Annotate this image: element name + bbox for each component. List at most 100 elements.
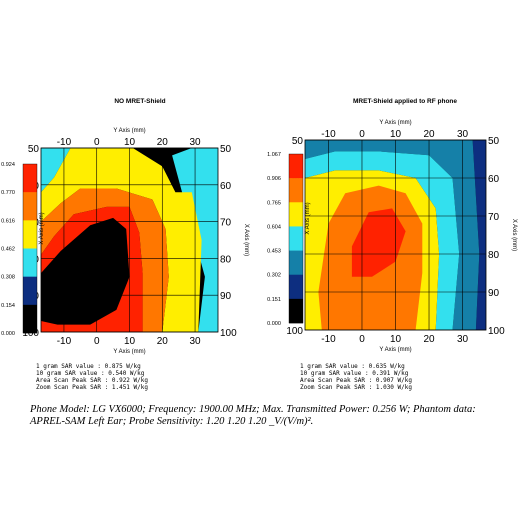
bottom-x-tick-label: -10 bbox=[57, 336, 72, 347]
bottom-x-tick-label: 20 bbox=[423, 334, 435, 345]
contour-zone-3 bbox=[305, 151, 460, 330]
bottom-axis-label: Y Axis (mm) bbox=[379, 347, 411, 353]
right-y-tick-label: 70 bbox=[220, 218, 232, 229]
colorbar-label: 1.067 bbox=[267, 152, 281, 158]
colorbar-segment bbox=[289, 226, 303, 251]
sar-readout-line: Zoom Scan Peak SAR : 1.030 W/kg bbox=[300, 384, 412, 391]
bottom-x-tick-label: 0 bbox=[359, 334, 365, 345]
bottom-x-tick-label: 20 bbox=[157, 336, 169, 347]
sar-readout-line: 10 gram SAR value : 0.391 W/kg bbox=[300, 370, 409, 377]
colorbar-segment bbox=[23, 220, 37, 249]
colorbar-label: 0.151 bbox=[267, 297, 281, 303]
top-x-tick-label: 20 bbox=[157, 137, 169, 148]
sar-readout-line: 10 gram SAR value : 0.540 W/kg bbox=[36, 370, 145, 377]
right-y-tick-label: 60 bbox=[488, 174, 500, 185]
colorbar-label: 0.924 bbox=[1, 162, 15, 168]
panel-title: MRET-Shield applied to RF phone bbox=[353, 98, 457, 105]
top-x-tick-label: 10 bbox=[124, 137, 136, 148]
bottom-x-tick-label: 0 bbox=[94, 336, 100, 347]
colorbar-segment bbox=[289, 298, 303, 324]
sar-panel-2: MRET-Shield applied to RF phone -10 -10 0 0 1… bbox=[267, 98, 517, 391]
sar-readout-line: Area Scan Peak SAR : 0.922 W/kg bbox=[36, 377, 148, 384]
top-x-tick-label: 0 bbox=[94, 137, 100, 148]
top-x-tick-label: 30 bbox=[189, 137, 201, 148]
bottom-x-tick-label: 10 bbox=[124, 336, 136, 347]
right-y-tick-label: 90 bbox=[220, 291, 232, 302]
contour-zone-6 bbox=[351, 208, 406, 277]
top-axis-label: Y Axis (mm) bbox=[113, 128, 145, 134]
contour-zone-1 bbox=[41, 148, 71, 193]
colorbar: 1.067 0.906 0.765 0.604 0.453 0.302 0.151 0.000 bbox=[267, 152, 304, 327]
colorbar-label: 0.302 bbox=[267, 273, 281, 279]
sar-readout-line: 1 gram SAR value : 0.875 W/kg bbox=[36, 363, 141, 370]
right-y-tick-label: 80 bbox=[220, 254, 232, 265]
right-y-tick-label: 70 bbox=[488, 212, 500, 223]
top-x-tick-label: 30 bbox=[457, 129, 469, 140]
colorbar-segment bbox=[289, 154, 303, 179]
top-x-tick-label: -10 bbox=[57, 137, 72, 148]
sar-readout-line: 1 gram SAR value : 0.635 W/kg bbox=[300, 363, 405, 370]
caption-text: Phone Model: LG VX6000; Frequency: 1900.… bbox=[30, 404, 476, 427]
bottom-x-tick-label: 30 bbox=[189, 336, 201, 347]
colorbar-label: 0.453 bbox=[267, 249, 281, 255]
colorbar-label: 0.604 bbox=[267, 224, 281, 230]
colorbar-segment bbox=[289, 202, 303, 227]
panel-title: NO MRET-Shield bbox=[114, 98, 165, 105]
right-axis-label: X Axis (mm) bbox=[511, 219, 517, 251]
left-y-tick-label: 100 bbox=[22, 328, 39, 339]
right-y-tick-label: 100 bbox=[220, 328, 237, 339]
right-y-tick-label: 100 bbox=[488, 326, 505, 337]
right-y-tick-label: 90 bbox=[488, 288, 500, 299]
colorbar-label: 0.616 bbox=[1, 218, 15, 224]
colorbar-segment bbox=[23, 304, 37, 334]
colorbar-label: 0.000 bbox=[267, 321, 281, 327]
top-x-tick-label: -10 bbox=[321, 129, 336, 140]
right-y-tick-label: 60 bbox=[220, 181, 232, 192]
left-axis-label: X Axis (mm) bbox=[305, 202, 311, 234]
colorbar-frame bbox=[22, 163, 38, 334]
top-x-tick-label: 0 bbox=[359, 129, 365, 140]
contour-zone-4 bbox=[41, 188, 169, 332]
colorbar-segment bbox=[289, 274, 303, 300]
left-y-tick-label: 100 bbox=[286, 326, 303, 337]
left-axis-label: X Axis (mm) bbox=[39, 212, 45, 244]
figure-caption: Phone Model: LG VX6000; Frequency: 1900.… bbox=[30, 404, 500, 428]
contour-zone-3 bbox=[41, 148, 202, 332]
colorbar-segment bbox=[23, 276, 37, 306]
contour-zone-1 bbox=[472, 140, 486, 330]
right-axis-label: X Axis (mm) bbox=[243, 224, 249, 256]
right-y-tick-label: 50 bbox=[220, 144, 232, 155]
right-y-tick-label: 80 bbox=[488, 250, 500, 261]
colorbar-segment bbox=[289, 250, 303, 276]
colorbar-frame bbox=[288, 153, 304, 324]
colorbar-label: 0.770 bbox=[1, 190, 15, 196]
plot-frame bbox=[304, 139, 487, 331]
colorbar-segment bbox=[23, 248, 37, 277]
colorbar: 0.924 0.770 0.616 0.462 0.308 0.154 0.000 bbox=[1, 162, 38, 337]
bottom-x-tick-label: -10 bbox=[321, 334, 336, 345]
colorbar-label: 0.308 bbox=[1, 275, 15, 281]
colorbar-label: 0.906 bbox=[267, 176, 281, 182]
bottom-axis-label: Y Axis (mm) bbox=[113, 349, 145, 355]
contour-zone-2 bbox=[305, 140, 480, 330]
top-axis-label: Y Axis (mm) bbox=[379, 120, 411, 126]
sar-readout-line: Area Scan Peak SAR : 0.907 W/kg bbox=[300, 377, 412, 384]
plot-frame bbox=[40, 147, 219, 333]
left-y-tick-label: 50 bbox=[292, 136, 304, 147]
bottom-x-tick-label: 30 bbox=[457, 334, 469, 345]
left-y-tick-label: 50 bbox=[28, 144, 40, 155]
colorbar-segment bbox=[289, 178, 303, 203]
right-y-tick-label: 50 bbox=[488, 136, 500, 147]
colorbar-label: 0.000 bbox=[1, 331, 15, 337]
colorbar-label: 0.765 bbox=[267, 200, 281, 206]
colorbar-segment bbox=[23, 164, 37, 193]
sar-readout-line: Zoom Scan Peak SAR : 1.451 W/kg bbox=[36, 384, 148, 391]
colorbar-label: 0.462 bbox=[1, 247, 15, 253]
colorbar-label: 0.154 bbox=[1, 303, 15, 309]
top-x-tick-label: 20 bbox=[423, 129, 435, 140]
colorbar-segment bbox=[23, 192, 37, 221]
contour-zone-6 bbox=[41, 217, 130, 325]
top-x-tick-label: 10 bbox=[390, 129, 402, 140]
sar-panel-1: NO MRET-Shield -10 -10 0 0 10 10 20 20 30 30 50 50 60… bbox=[1, 98, 249, 391]
